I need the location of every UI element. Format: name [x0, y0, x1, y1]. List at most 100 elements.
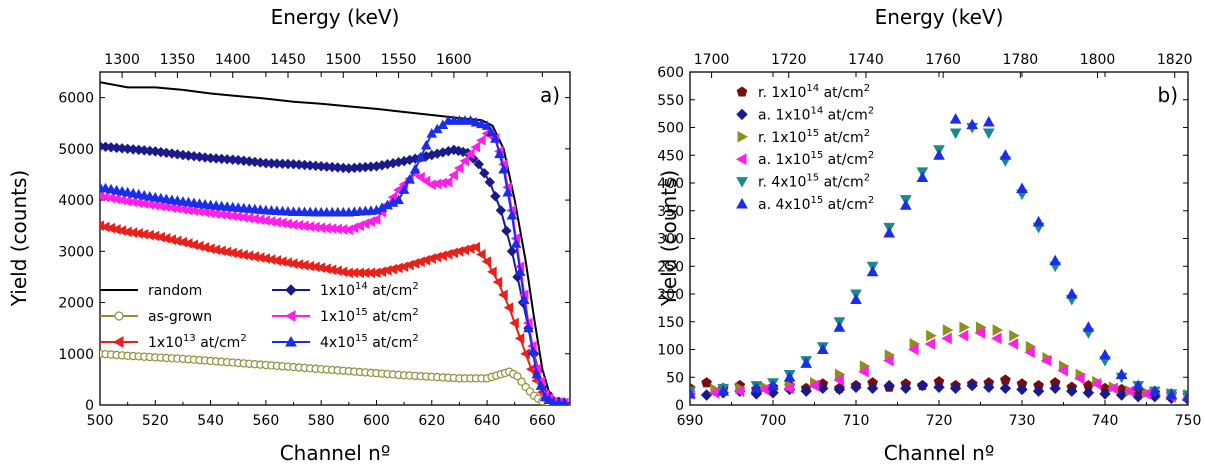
data-point [481, 120, 493, 130]
data-point [1040, 354, 1052, 367]
x-tick-label: 690 [677, 413, 704, 429]
data-point [708, 386, 720, 399]
legend-marker [284, 310, 296, 322]
legend-label: r. 1x1015 at/cm2 [758, 128, 870, 146]
data-point [484, 176, 496, 188]
legend-marker [114, 311, 124, 321]
data-point [1065, 287, 1078, 299]
top-tick-label: 1300 [104, 52, 140, 68]
data-point [982, 115, 995, 127]
legend-item: random [100, 283, 202, 299]
data-point [498, 289, 508, 301]
data-point [481, 256, 492, 267]
data-point [1007, 338, 1019, 350]
legend-marker [735, 153, 747, 166]
plot-frame [99, 71, 571, 406]
plot-area [100, 81, 570, 405]
data-point [498, 163, 509, 174]
data-point [494, 148, 505, 159]
data-point [1057, 364, 1068, 377]
data-point [1090, 378, 1102, 390]
x-tick-label: 580 [308, 413, 335, 429]
data-point [514, 333, 525, 344]
top-axis-label: Energy (keV) [875, 5, 1004, 29]
x-tick-label: 520 [142, 413, 169, 429]
data-point [485, 126, 497, 137]
legend-marker [285, 335, 297, 347]
data-point [1082, 387, 1095, 399]
data-point [519, 294, 530, 305]
top-tick-label: 1500 [325, 52, 361, 68]
top-tick-label: 1800 [1080, 52, 1116, 68]
top-tick-label: 1740 [848, 52, 884, 68]
series-5 [100, 115, 570, 405]
data-point [1074, 372, 1085, 385]
data-point [933, 149, 945, 160]
data-point [767, 379, 779, 391]
data-point [1099, 349, 1111, 360]
series-line [100, 145, 570, 405]
y-tick-label: 350 [657, 204, 684, 220]
data-point [506, 246, 518, 257]
legend-marker [736, 86, 748, 97]
data-point [1049, 254, 1062, 266]
legend-label: random [148, 283, 202, 299]
legend-label: a. 4x1015 at/cm2 [758, 195, 874, 213]
data-point [501, 225, 512, 237]
legend-label: 1x1013 at/cm2 [148, 333, 247, 351]
data-point [833, 321, 846, 332]
data-point [800, 385, 812, 397]
data-point [560, 397, 569, 405]
data-point [490, 191, 501, 202]
y-tick-label: 400 [657, 176, 684, 192]
data-point [420, 139, 432, 150]
data-point [866, 382, 879, 395]
data-point [470, 141, 481, 153]
data-point [933, 381, 945, 393]
data-point [479, 167, 490, 179]
data-point [1016, 383, 1028, 396]
data-point [1132, 379, 1145, 391]
legend-label: a. 1x1015 at/cm2 [758, 150, 874, 168]
data-point [817, 382, 829, 395]
x-tick-label: 600 [363, 413, 390, 429]
data-point [767, 387, 779, 399]
data-point [949, 382, 962, 395]
data-point [517, 377, 526, 386]
data-point [415, 171, 425, 183]
data-point [833, 374, 844, 386]
legend-item: a. 1x1015 at/cm2 [735, 150, 874, 168]
legend-item: a. 4x1015 at/cm2 [736, 195, 874, 213]
data-point [991, 332, 1002, 345]
data-point [690, 387, 696, 399]
data-point [899, 199, 912, 210]
data-point [490, 133, 501, 143]
data-point [1066, 385, 1078, 397]
top-tick-label: 1700 [694, 52, 730, 68]
data-point [1082, 321, 1095, 332]
y-tick-label: 600 [657, 65, 684, 81]
top-tick-label: 1820 [1157, 52, 1193, 68]
data-point [816, 343, 829, 354]
data-point [442, 176, 453, 188]
data-point [531, 368, 543, 379]
top-axis-label: Energy (keV) [271, 5, 400, 29]
legend-label: 1x1014 at/cm2 [320, 281, 419, 299]
data-point [535, 380, 547, 390]
top-tick-label: 1450 [270, 52, 306, 68]
data-point [470, 116, 482, 127]
data-point [1148, 385, 1161, 396]
data-point [448, 169, 458, 181]
legend-marker [736, 177, 748, 188]
data-point [1123, 385, 1135, 397]
y-tick-label: 0 [675, 398, 684, 414]
data-point [1032, 215, 1045, 227]
y-axis-label: Yield (counts) [657, 170, 681, 307]
data-point [527, 345, 539, 356]
data-point [916, 379, 929, 392]
panel-label: a) [540, 83, 560, 107]
data-point [509, 317, 519, 329]
legend-item: r. 1x1014 at/cm2 [736, 83, 870, 101]
top-tick-label: 1600 [436, 52, 472, 68]
chart-panel-b: 690 700 710 720 730 740 750 0 50 100 150 200 250 300 3… [657, 5, 1201, 465]
